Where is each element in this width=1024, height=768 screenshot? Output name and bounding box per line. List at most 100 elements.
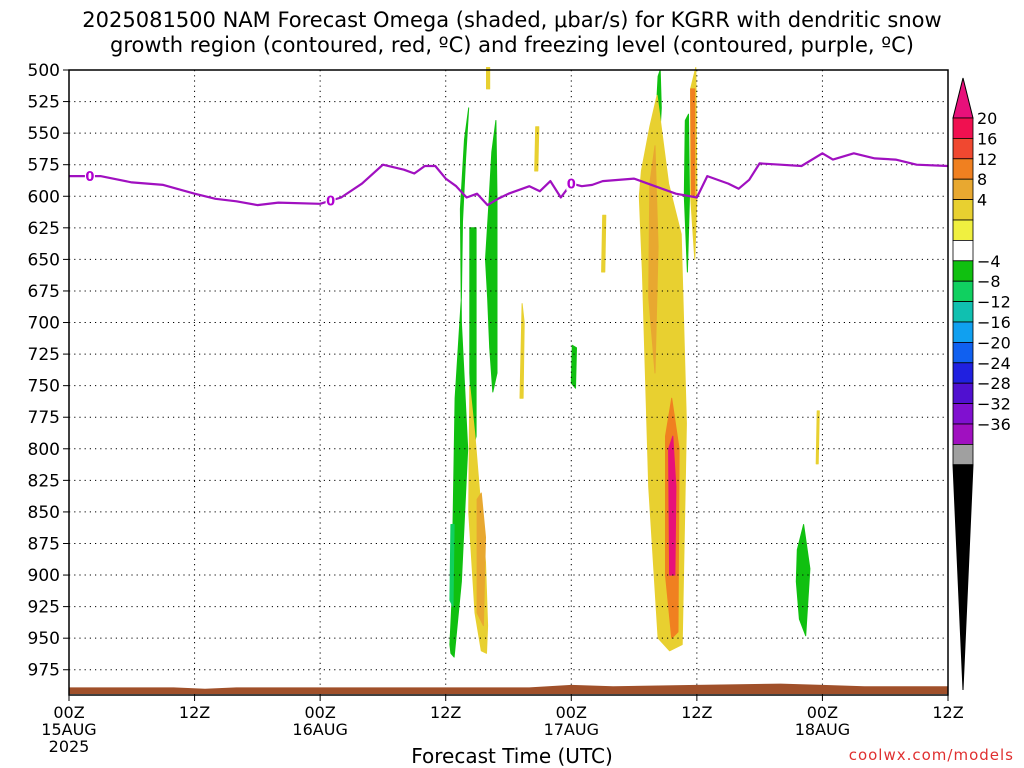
y-tick-525: 525 — [28, 93, 60, 113]
colorbar-segment-13 — [952, 382, 974, 405]
colorbar-label-10: −24 — [977, 354, 1011, 373]
x-tick-24-1: 16AUG — [292, 720, 347, 739]
freezing-label-bg-1 — [325, 192, 336, 208]
colorbar-segment-0 — [952, 117, 974, 139]
omega-green-patch-f — [570, 344, 577, 389]
colorbar-top-arrow — [952, 77, 974, 119]
y-tick-925: 925 — [28, 598, 60, 618]
colorbar-label-5: −4 — [977, 252, 1001, 271]
y-tick-650: 650 — [28, 250, 60, 270]
credit-link[interactable]: coolwx.com/models — [848, 746, 1014, 764]
x-tick-72-0: 00Z — [807, 703, 838, 722]
omega-yellow-small-c — [815, 410, 820, 465]
y-tick-825: 825 — [28, 471, 60, 491]
omega-magenta-core — [668, 435, 677, 576]
colorbar-segment-16 — [952, 443, 974, 466]
colorbar-segment-11 — [952, 341, 974, 364]
colorbar-label-0: 20 — [977, 109, 997, 128]
x-tick-24-0: 00Z — [304, 703, 335, 722]
x-tick-48-1: 17AUG — [544, 720, 599, 739]
y-tick-750: 750 — [28, 377, 60, 397]
y-tick-625: 625 — [28, 219, 60, 239]
omega-green-blob-g — [795, 524, 811, 637]
y-tick-950: 950 — [28, 629, 60, 649]
y-tick-775: 775 — [28, 408, 60, 428]
freezing-level-line — [69, 152, 949, 207]
omega-yellow-mid — [519, 303, 525, 399]
omega-orange-west — [476, 492, 486, 627]
y-tick-850: 850 — [28, 503, 60, 523]
omega-yellow-small-b — [601, 214, 607, 273]
x-tick-36-0: 12Z — [430, 703, 461, 722]
freezing-label-0: 0 — [85, 170, 94, 185]
freezing-label-bg-2 — [566, 175, 577, 191]
y-tick-800: 800 — [28, 440, 60, 460]
colorbar-segment-6 — [952, 239, 974, 262]
ground-band — [69, 683, 948, 694]
omega-yellow-small-a — [534, 126, 540, 172]
y-tick-600: 600 — [28, 187, 60, 207]
colorbar-segment-14 — [952, 403, 974, 425]
colorbar-label-7: −12 — [977, 293, 1011, 312]
colorbar-label-4: 4 — [977, 191, 987, 210]
x-tick-60-0: 12Z — [681, 703, 712, 722]
y-tick-725: 725 — [28, 345, 60, 365]
colorbar-segment-12 — [952, 362, 974, 384]
colorbar-segment-8 — [952, 280, 974, 303]
colorbar-label-13: −36 — [977, 415, 1011, 434]
colorbar-segment-10 — [952, 321, 974, 343]
y-tick-975: 975 — [28, 661, 60, 681]
plot-grid — [68, 69, 949, 695]
x-tick-48-0: 00Z — [556, 703, 587, 722]
omega-green-column-c — [485, 120, 498, 393]
y-tick-900: 900 — [28, 566, 60, 586]
colorbar-bottom-arrow — [952, 464, 974, 691]
x-tick-0-1: 15AUG — [41, 720, 96, 739]
colorbar-label-9: −20 — [977, 333, 1011, 352]
colorbar-label-6: −8 — [977, 272, 1001, 291]
freezing-label-1: 0 — [326, 195, 335, 210]
omega-yellow-west-top — [486, 67, 491, 90]
y-tick-550: 550 — [28, 124, 60, 144]
colorbar-segment-15 — [952, 423, 974, 445]
plot-frame — [68, 69, 949, 696]
colorbar-segment-9 — [952, 301, 974, 323]
colorbar-segment-4 — [952, 199, 974, 221]
title-line-1: 2025081500 NAM Forecast Omega (shaded, μ… — [82, 8, 942, 32]
y-tick-500: 500 — [28, 61, 60, 81]
y-tick-675: 675 — [28, 282, 60, 302]
x-tick-72-1: 18AUG — [795, 720, 850, 739]
y-tick-575: 575 — [28, 156, 60, 176]
colorbar-segment-7 — [952, 260, 974, 282]
freezing-label-2: 0 — [567, 178, 576, 193]
colorbar-segment-5 — [952, 219, 974, 241]
colorbar-label-11: −28 — [977, 374, 1011, 393]
x-tick-0-0: 00Z — [53, 703, 84, 722]
omega-yellow-right-tall — [638, 94, 687, 652]
colorbar-segment-1 — [952, 137, 974, 160]
axes: 500 525 550 575 600 625 650 675 700 725 750 775 800 8… — [28, 61, 964, 756]
y-tick-700: 700 — [28, 314, 60, 334]
omega-orange-right-tall — [648, 145, 659, 374]
omega-green-strip-e — [683, 113, 690, 273]
colorbar-segment-3 — [952, 178, 974, 200]
colorbar-label-2: 12 — [977, 150, 997, 169]
x-tick-84-0: 12Z — [932, 703, 963, 722]
x-tick-12-0: 12Z — [179, 703, 210, 722]
title-line-2: growth region (contoured, red, ºC) and f… — [110, 33, 914, 57]
colorbar-segment-2 — [952, 158, 974, 180]
colorbar-label-12: −32 — [977, 395, 1011, 414]
page-title: 2025081500 NAM Forecast Omega (shaded, μ… — [0, 8, 1024, 58]
colorbar-label-1: 16 — [977, 129, 997, 148]
y-tick-875: 875 — [28, 534, 60, 554]
colorbar-label-8: −16 — [977, 313, 1011, 332]
colorbar-label-3: 8 — [977, 170, 987, 189]
omega-teal-sliver — [449, 524, 455, 608]
omega-orange-right-col — [690, 88, 696, 197]
x-axis-label: Forecast Time (UTC) — [411, 744, 613, 768]
ground-layer — [69, 683, 948, 694]
freezing-level-layer: 0 0 0 — [69, 152, 949, 210]
x-tick-0-2: 2025 — [49, 737, 90, 756]
